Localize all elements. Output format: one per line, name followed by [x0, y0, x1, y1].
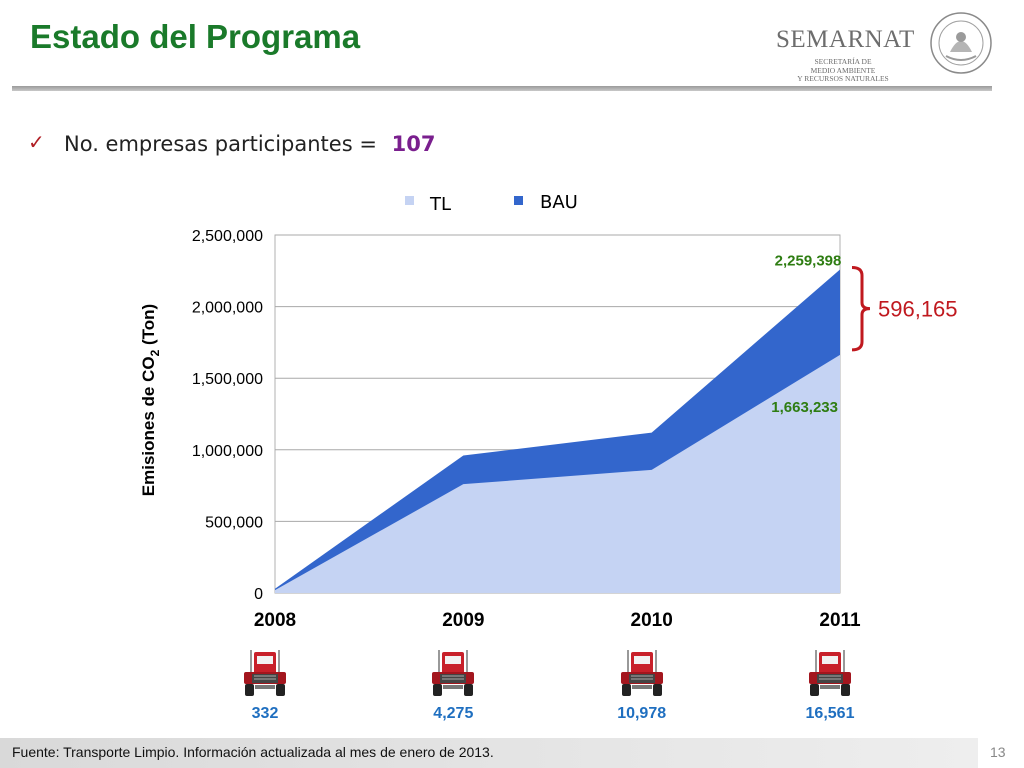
- y-tick-label: 0: [254, 586, 263, 603]
- y-tick-label: 2,000,000: [192, 300, 263, 317]
- legend-tl-swatch: [405, 196, 414, 205]
- truck-icon: [805, 648, 855, 698]
- y-tick-label: 1,000,000: [192, 443, 263, 460]
- logo-subtitle-line: MEDIO AMBIENTE: [810, 65, 876, 75]
- y-tick-label: 500,000: [205, 514, 263, 531]
- truck-count-label: 332: [251, 705, 279, 722]
- bullet-label: No. empresas participantes =: [64, 132, 384, 156]
- semarnat-logo: SEMARNAT SECRETARÍA DE MEDIO AMBIENTE Y …: [768, 8, 998, 83]
- y-axis-label-unit: (Ton): [139, 304, 158, 350]
- truck-icon: [428, 648, 478, 698]
- x-tick-label: 2008: [254, 610, 296, 631]
- bullet-line: No. empresas participantes = 107: [64, 132, 435, 156]
- logo-subtitle: SECRETARÍA DE MEDIO AMBIENTE Y RECURSOS …: [768, 57, 918, 84]
- footer-source: Fuente: Transporte Limpio. Información a…: [12, 744, 494, 760]
- series-tl-area: [275, 354, 840, 593]
- logo-subtitle-line: SECRETARÍA DE: [814, 57, 872, 66]
- emissions-area-chart: 0 500,000 1,000,000 1,500,000 2,000,000 2,500…: [139, 192, 958, 631]
- truck-count-label: 10,978: [617, 705, 667, 722]
- data-label-tl-2011: 1,663,233: [771, 399, 838, 416]
- data-label-bau-2011: 2,259,398: [775, 252, 842, 269]
- legend-bau-swatch: [514, 196, 523, 205]
- x-tick-label: 2010: [631, 610, 673, 631]
- seal-icon: [930, 12, 992, 74]
- page-number: 13: [990, 744, 1006, 760]
- y-axis-label-subscript: 2: [148, 349, 162, 356]
- logo-name: SEMARNAT: [776, 26, 915, 53]
- difference-bracket: [851, 265, 871, 352]
- x-tick-label: 2009: [442, 610, 484, 631]
- truck-count-label: 4,275: [433, 705, 474, 722]
- legend-tl-label: TL: [429, 194, 451, 215]
- checkmark-icon: ✓: [28, 130, 45, 154]
- truck-count-label: 16,561: [805, 705, 855, 722]
- legend-bau-label: BAU: [540, 192, 578, 213]
- x-tick-label: 2011: [819, 610, 861, 631]
- y-axis-label-text: Emisiones de CO: [139, 356, 158, 496]
- truck-icon: [617, 648, 667, 698]
- difference-label: 596,165: [878, 297, 958, 322]
- logo-subtitle-line: Y RECURSOS NATURALES: [797, 74, 889, 83]
- y-tick-label: 1,500,000: [192, 371, 263, 388]
- y-axis-label: Emisiones de CO2 (Ton): [139, 304, 162, 496]
- bullet-value: 107: [391, 132, 436, 156]
- footer-bar: [0, 738, 978, 768]
- truck-icon: [240, 648, 290, 698]
- y-tick-label: 2,500,000: [192, 228, 263, 245]
- page-title: Estado del Programa: [30, 18, 361, 55]
- header-divider: [12, 86, 992, 91]
